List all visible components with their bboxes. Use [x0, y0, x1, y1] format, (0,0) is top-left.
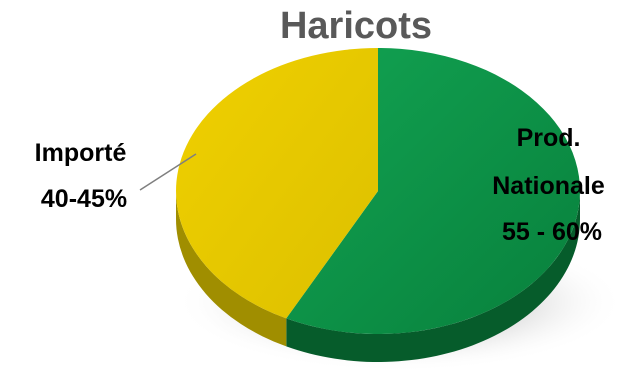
pie-side-national [286, 191, 580, 362]
chart-title: Haricots [280, 5, 432, 47]
pie-slice-imported [176, 48, 378, 319]
pie-side-imported [176, 191, 287, 347]
slice-label-national-line-3: 55 - 60% [502, 218, 602, 246]
slice-label-national-line-1: Prod. [517, 124, 581, 152]
slice-label-imported: Importé 40-45% [35, 139, 134, 213]
pie-slice-national [286, 47, 581, 334]
pie-slices [176, 47, 581, 362]
slice-label-imported-line-1: Importé [35, 139, 127, 167]
slice-label-national-line-2: Nationale [492, 172, 605, 200]
imported-leader-line [139, 153, 197, 191]
slice-label-national: Prod. Nationale 55 - 60% [492, 124, 611, 246]
slice-label-imported-line-2: 40-45% [41, 185, 127, 213]
